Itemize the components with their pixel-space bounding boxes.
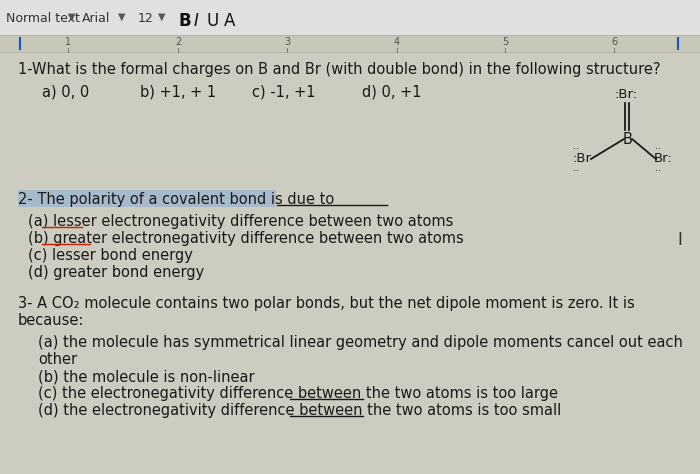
- Text: Normal text: Normal text: [6, 11, 80, 25]
- Text: (c) lesser bond energy: (c) lesser bond energy: [28, 248, 193, 263]
- Text: 2- The polarity of a covalent bond is due to: 2- The polarity of a covalent bond is du…: [18, 192, 335, 207]
- Text: ··: ··: [573, 144, 579, 154]
- Text: other: other: [38, 352, 77, 367]
- Text: 6: 6: [611, 37, 617, 47]
- Text: ··: ··: [655, 144, 661, 154]
- Text: 3- A CO₂ molecule contains two polar bonds, but the net dipole moment is zero. I: 3- A CO₂ molecule contains two polar bon…: [18, 296, 635, 311]
- Text: 3: 3: [284, 37, 290, 47]
- Text: :Br:: :Br:: [614, 88, 637, 101]
- Text: b) +1, + 1: b) +1, + 1: [140, 84, 216, 99]
- Bar: [0, 0, 700, 35]
- Text: 1: 1: [65, 37, 71, 47]
- Text: ▼: ▼: [118, 11, 125, 21]
- Bar: [0, 35, 700, 52]
- Text: I: I: [678, 231, 682, 249]
- Text: (b) the molecule is non-linear: (b) the molecule is non-linear: [38, 369, 255, 384]
- Text: 12: 12: [138, 11, 154, 25]
- Text: (a) lesser electronegativity difference between two atoms: (a) lesser electronegativity difference …: [28, 214, 454, 229]
- Text: 4: 4: [394, 37, 400, 47]
- Text: Br:: Br:: [654, 152, 673, 165]
- Text: (d) the electronegativity difference between the two atoms is too small: (d) the electronegativity difference bet…: [38, 403, 561, 418]
- Text: 1-What is the formal charges on B and Br (with double bond) in the following str: 1-What is the formal charges on B and Br…: [18, 62, 661, 77]
- Text: c) -1, +1: c) -1, +1: [252, 84, 316, 99]
- Text: ··: ··: [573, 166, 579, 176]
- Text: ▼: ▼: [158, 11, 165, 21]
- Text: 5: 5: [502, 37, 508, 47]
- Text: (a) the molecule has symmetrical linear geometry and dipole moments cancel out e: (a) the molecule has symmetrical linear …: [38, 335, 683, 350]
- Text: Arial: Arial: [82, 11, 111, 25]
- Text: a) 0, 0: a) 0, 0: [42, 84, 90, 99]
- Text: (c) the electronegativity difference between the two atoms is too large: (c) the electronegativity difference bet…: [38, 386, 558, 401]
- Text: because:: because:: [18, 313, 85, 328]
- Text: d) 0, +1: d) 0, +1: [362, 84, 421, 99]
- Bar: [18, 190, 276, 207]
- Text: B: B: [623, 132, 633, 147]
- Text: A: A: [224, 11, 235, 29]
- Text: (d) greater bond energy: (d) greater bond energy: [28, 265, 204, 280]
- Text: B: B: [178, 11, 190, 29]
- Text: ▼: ▼: [68, 11, 76, 21]
- Text: ··: ··: [655, 166, 661, 176]
- Text: I: I: [194, 11, 199, 29]
- Text: 2: 2: [175, 37, 181, 47]
- Text: U: U: [207, 11, 219, 29]
- Text: (b) greater electronegativity difference between two atoms: (b) greater electronegativity difference…: [28, 231, 463, 246]
- Text: :Br: :Br: [572, 152, 591, 165]
